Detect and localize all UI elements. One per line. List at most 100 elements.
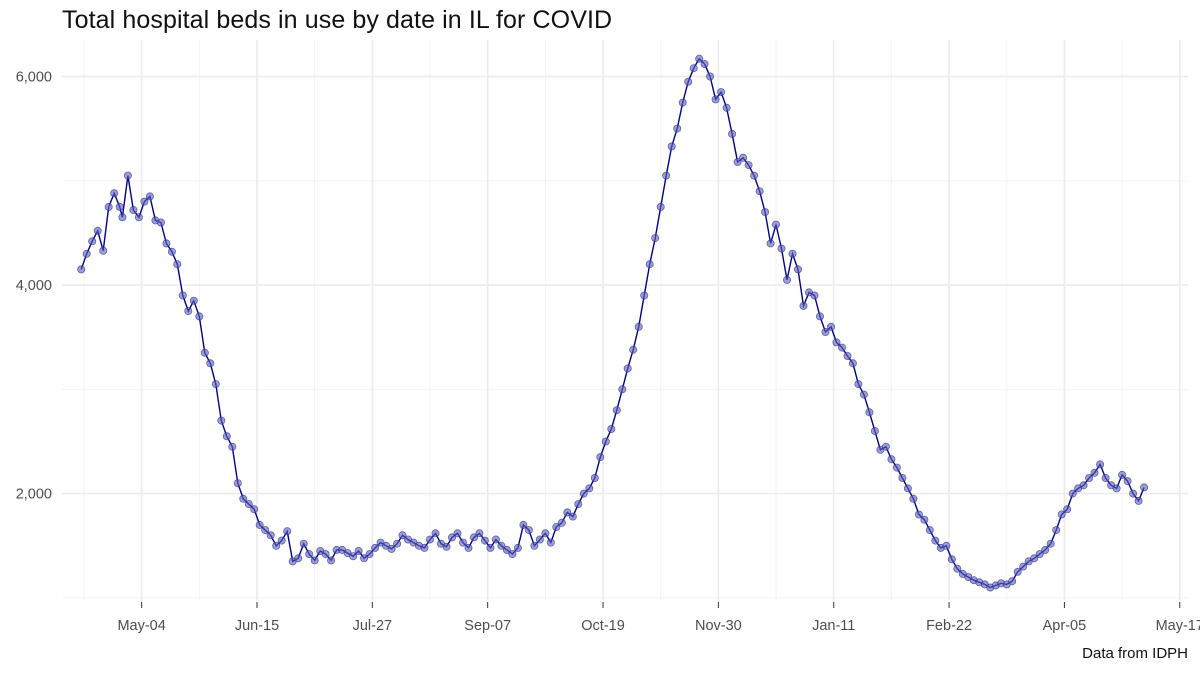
chart-caption: Data from IDPH xyxy=(1082,645,1188,662)
data-point xyxy=(123,171,132,180)
data-point xyxy=(1123,477,1132,486)
data-point xyxy=(909,494,918,503)
data-point xyxy=(667,142,676,151)
y-tick-labels: 2,000 4,000 6,000 xyxy=(16,69,52,502)
data-point xyxy=(777,244,786,253)
data-point xyxy=(431,529,440,538)
data-point xyxy=(552,523,561,532)
data-point xyxy=(634,322,643,331)
data-point xyxy=(321,550,330,559)
data-point xyxy=(772,220,781,229)
data-point xyxy=(865,408,874,417)
data-point xyxy=(1041,545,1050,554)
data-point xyxy=(568,512,577,521)
x-tick-label: Nov-30 xyxy=(695,618,742,634)
x-tick-label: Jul-27 xyxy=(353,618,393,634)
x-tick-labels: May-04 Jun-15 Jul-27 Sep-07 Oct-19 Nov-30 Jan-… xyxy=(117,618,1200,634)
data-point xyxy=(519,520,528,529)
data-point xyxy=(184,307,193,316)
data-point xyxy=(447,533,456,542)
data-point xyxy=(761,208,770,217)
data-point xyxy=(104,202,113,211)
series-line xyxy=(80,57,1145,589)
data-point xyxy=(695,54,704,63)
data-point xyxy=(486,543,495,552)
data-point xyxy=(239,494,248,503)
data-point xyxy=(1068,489,1077,498)
y-tick-label: 2,000 xyxy=(16,487,52,503)
grid-major xyxy=(62,40,1188,600)
data-point xyxy=(299,539,308,548)
data-point xyxy=(497,541,506,550)
data-point xyxy=(93,226,102,235)
data-point xyxy=(821,327,830,336)
data-point xyxy=(99,246,108,255)
data-point xyxy=(733,157,742,166)
data-point xyxy=(1057,510,1066,519)
data-point xyxy=(706,72,715,81)
data-point xyxy=(816,312,825,321)
data-point xyxy=(294,554,303,563)
data-point xyxy=(217,416,226,425)
y-tick-label: 4,000 xyxy=(16,278,52,294)
data-point xyxy=(596,453,605,462)
data-point xyxy=(266,531,275,540)
data-point xyxy=(898,473,907,482)
data-point xyxy=(717,88,726,97)
data-point xyxy=(656,202,665,211)
x-tick-label: May-04 xyxy=(117,618,165,634)
data-point xyxy=(1030,554,1039,563)
data-point xyxy=(892,463,901,472)
data-point xyxy=(195,312,204,321)
data-point xyxy=(453,529,462,538)
data-point xyxy=(535,535,544,544)
data-point xyxy=(513,543,522,552)
data-point xyxy=(162,239,171,248)
data-point xyxy=(673,124,682,133)
data-point xyxy=(689,64,698,73)
data-point xyxy=(272,541,281,550)
data-point xyxy=(651,234,660,243)
data-point xyxy=(810,291,819,300)
data-point xyxy=(140,197,149,206)
data-point xyxy=(739,153,748,162)
data-point xyxy=(1112,484,1121,493)
data-point xyxy=(129,205,138,214)
data-point xyxy=(843,351,852,360)
data-point xyxy=(134,213,143,222)
data-point xyxy=(261,526,270,535)
data-point xyxy=(914,510,923,519)
data-point xyxy=(788,249,797,258)
data-point xyxy=(206,359,215,368)
data-point xyxy=(838,343,847,352)
data-point xyxy=(744,161,753,170)
x-tick-label: Jan-11 xyxy=(812,618,855,634)
data-point xyxy=(398,531,407,540)
y-tick-label: 6,000 xyxy=(16,69,52,85)
data-point xyxy=(469,533,478,542)
data-point xyxy=(228,442,237,451)
data-point xyxy=(684,77,693,86)
data-point xyxy=(233,479,242,488)
data-point xyxy=(189,296,198,305)
data-point xyxy=(283,527,292,536)
data-point xyxy=(371,543,380,552)
data-point xyxy=(475,529,484,538)
data-point xyxy=(601,437,610,446)
data-point xyxy=(244,500,253,509)
data-point xyxy=(1134,496,1143,505)
x-tick-label: May-17 xyxy=(1156,618,1200,634)
chart-title: Total hospital beds in use by date in IL… xyxy=(62,6,613,34)
data-point xyxy=(678,98,687,107)
data-point xyxy=(118,213,127,222)
data-point xyxy=(629,345,638,354)
data-point xyxy=(662,171,671,180)
data-point xyxy=(365,550,374,559)
data-point xyxy=(612,406,621,415)
data-point xyxy=(480,536,489,545)
data-point xyxy=(110,189,119,198)
data-point xyxy=(1063,505,1072,514)
data-point xyxy=(870,427,879,436)
data-point xyxy=(722,103,731,112)
